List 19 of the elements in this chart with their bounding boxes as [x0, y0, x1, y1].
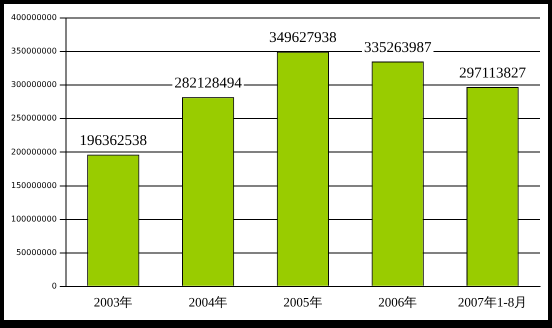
y-tick-label: 100000000 — [10, 214, 57, 224]
x-tick-label: 2007年1-8月 — [458, 294, 528, 310]
y-tick-label: 200000000 — [10, 147, 57, 156]
y-tick-label: 0 — [52, 281, 57, 290]
x-tick-label: 2003年 — [94, 294, 133, 310]
data-label: 196362538 — [79, 133, 147, 150]
data-label: 282128494 — [174, 76, 242, 92]
y-tick-label: 250000000 — [10, 114, 57, 123]
y-tick-label: 150000000 — [10, 180, 57, 190]
x-tick-label: 2006年 — [378, 294, 418, 310]
data-label: 297113827 — [459, 65, 527, 82]
x-tick-label: 2005年 — [283, 294, 322, 310]
data-label: 349627938 — [269, 30, 337, 46]
y-tick-label: 350000000 — [10, 46, 57, 56]
data-label: 335263987 — [364, 40, 432, 56]
y-tick-label: 400000000 — [10, 13, 57, 22]
x-tick-label: 2004年 — [188, 294, 228, 310]
y-tick-label: 300000000 — [10, 80, 57, 90]
y-tick-label: 50000000 — [16, 248, 57, 257]
